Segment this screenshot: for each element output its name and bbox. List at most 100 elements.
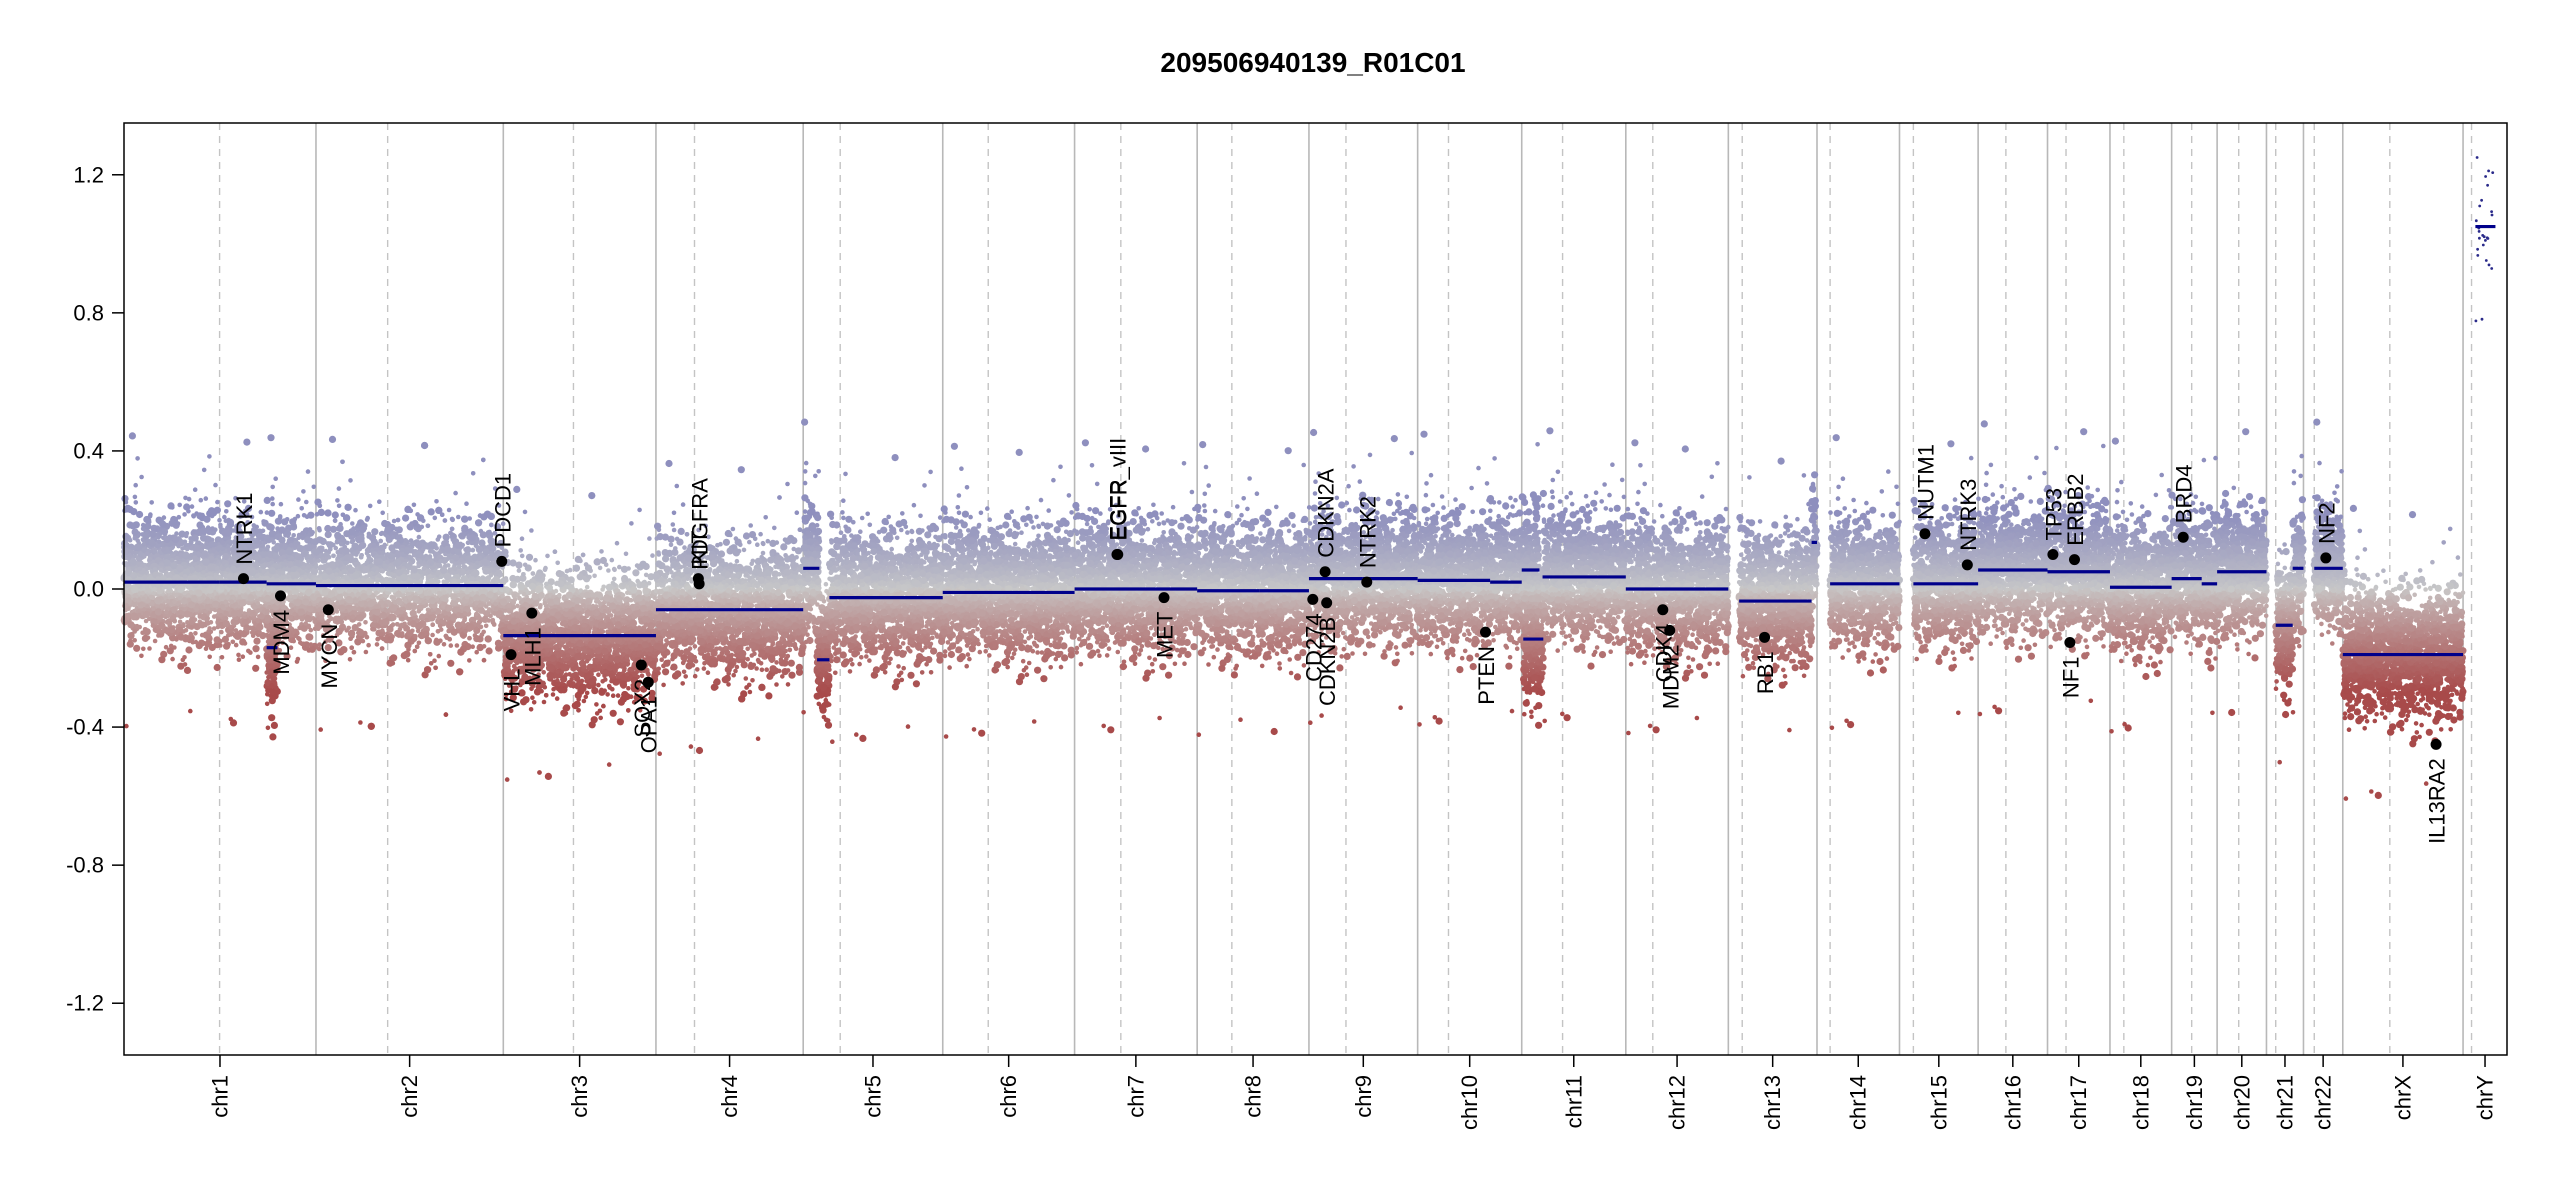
probe-point [129, 432, 136, 439]
probe-point [127, 506, 134, 513]
probe-point [156, 587, 163, 594]
probe-point [217, 518, 222, 523]
probe-point [202, 544, 207, 549]
probe-point [146, 519, 151, 524]
probe-point [148, 514, 153, 519]
probe-point [139, 475, 144, 480]
probe-point [133, 495, 138, 500]
probe-point [209, 541, 216, 548]
probe-point [206, 629, 211, 634]
probe-point [127, 632, 134, 639]
probe-point [163, 536, 170, 543]
probe-point [203, 516, 210, 523]
probe-point [193, 487, 198, 492]
probe-point [184, 667, 191, 674]
probe-point [169, 520, 176, 527]
probe-point [174, 531, 179, 536]
probe-point [206, 576, 211, 581]
probe-point [133, 483, 138, 488]
probe-point [170, 657, 175, 662]
probe-point [137, 598, 142, 603]
probe-point [126, 521, 133, 528]
probe-point [129, 544, 134, 549]
probe-point [212, 614, 217, 619]
probe-point [132, 528, 139, 535]
probe-point [134, 500, 139, 505]
probe-point [143, 611, 150, 618]
probe-point [190, 504, 195, 509]
probe-point [207, 454, 212, 459]
probe-point [161, 529, 166, 534]
probe-point [215, 500, 220, 505]
probe-point [159, 520, 166, 527]
probe-point [124, 724, 129, 729]
probe-point [144, 628, 151, 635]
probe-point [205, 617, 210, 622]
probe-point [144, 619, 149, 624]
probe-point [150, 525, 157, 532]
probe-point [178, 634, 185, 641]
probe-point [156, 633, 161, 638]
probe-point [139, 654, 144, 659]
probe-point [200, 535, 207, 542]
probe-point [183, 496, 188, 501]
probe-point [178, 620, 183, 625]
probe-point [191, 514, 196, 519]
probe-point [124, 534, 129, 539]
probe-point [167, 647, 174, 654]
copy-number-plot: 209506940139_R01C01 NTRK1MDM4 MYCNPDCD1VH… [0, 0, 2550, 1200]
probe-point [204, 496, 209, 501]
probe-point [153, 639, 158, 644]
probe-point [137, 625, 142, 630]
probe-point [202, 468, 207, 473]
probe-point [127, 641, 134, 648]
probe-point [132, 638, 137, 643]
probe-point [188, 709, 193, 714]
probe-point [145, 584, 150, 589]
probe-point [147, 646, 152, 651]
probe-point [213, 483, 218, 488]
probe-point [187, 585, 192, 590]
probe-point [183, 543, 188, 548]
probe-point [165, 620, 170, 625]
probe-point [177, 503, 182, 508]
probe-point [164, 610, 169, 615]
probe-point [182, 655, 187, 660]
probe-point [198, 614, 203, 619]
probe-point [182, 512, 187, 517]
probe-point [177, 515, 182, 520]
probe-point [189, 602, 194, 607]
probe-point [178, 541, 183, 546]
probe-point [194, 640, 199, 645]
probe-point [167, 502, 174, 509]
probe-point [133, 536, 138, 541]
probe-point [196, 512, 203, 519]
probe-point [207, 655, 212, 660]
probe-point [190, 567, 195, 572]
probe-point [149, 500, 154, 505]
probe-point [199, 498, 204, 503]
probe-point [180, 586, 185, 591]
probe-point [199, 621, 206, 628]
probe-point [158, 656, 165, 663]
probe-point [153, 549, 158, 554]
probe-point [151, 623, 156, 628]
probe-point [206, 599, 211, 604]
probe-point [193, 631, 198, 636]
probe-point [170, 558, 175, 563]
probe-point [127, 621, 134, 628]
probe-point [180, 546, 185, 551]
probe-point [183, 552, 190, 559]
probe-point [168, 585, 173, 590]
probe-point [135, 456, 140, 461]
chart-title: 209506940139_R01C01 [1160, 47, 1465, 78]
probe-point [146, 563, 151, 568]
probe-point [184, 534, 189, 539]
probe-point [186, 593, 191, 598]
probe-point [133, 598, 138, 603]
probe-point [214, 664, 221, 671]
probe-point [157, 539, 162, 544]
probe-point [133, 521, 140, 528]
probe-point [128, 538, 133, 543]
probe-point [149, 540, 156, 547]
